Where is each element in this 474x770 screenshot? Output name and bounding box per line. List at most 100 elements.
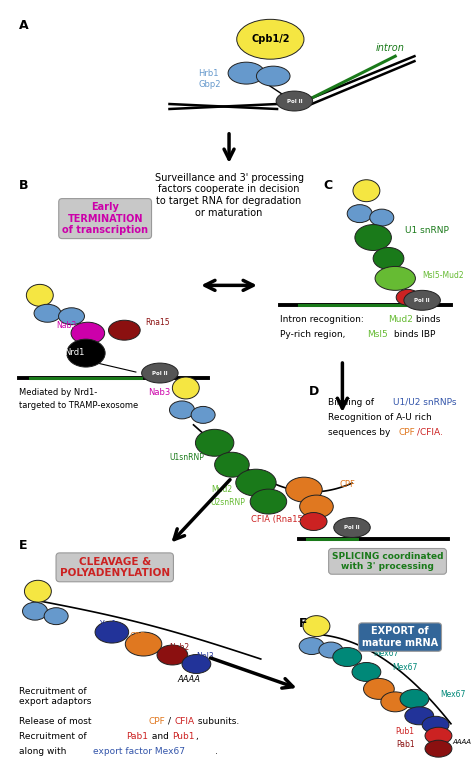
Ellipse shape <box>27 284 53 306</box>
Ellipse shape <box>228 62 264 84</box>
Ellipse shape <box>375 266 415 290</box>
Text: Intron recognition:: Intron recognition: <box>280 315 366 324</box>
Text: Pub1: Pub1 <box>395 727 414 736</box>
Ellipse shape <box>237 19 304 59</box>
Text: SPLICING coordinated
with 3' processing: SPLICING coordinated with 3' processing <box>332 551 443 571</box>
Text: and: and <box>149 732 172 741</box>
Ellipse shape <box>109 320 140 340</box>
Text: Pol II: Pol II <box>152 370 168 376</box>
Ellipse shape <box>250 489 287 514</box>
Text: /CFIA.: /CFIA. <box>417 428 443 437</box>
Text: Pol II: Pol II <box>414 298 430 303</box>
Ellipse shape <box>276 91 313 111</box>
Text: CPF: CPF <box>339 480 356 489</box>
Text: Mex67: Mex67 <box>440 691 466 699</box>
Text: Pab1: Pab1 <box>126 732 148 741</box>
Ellipse shape <box>300 513 327 531</box>
Text: Nab3: Nab3 <box>148 388 171 397</box>
Ellipse shape <box>355 225 392 250</box>
Text: Pub1: Pub1 <box>173 732 195 741</box>
Ellipse shape <box>157 645 188 665</box>
Ellipse shape <box>142 363 178 383</box>
Ellipse shape <box>286 477 322 502</box>
Text: Pol II: Pol II <box>287 99 302 103</box>
Ellipse shape <box>370 209 394 226</box>
Ellipse shape <box>381 692 410 711</box>
Ellipse shape <box>195 430 234 457</box>
Ellipse shape <box>373 247 404 270</box>
Text: Pol II: Pol II <box>344 525 360 530</box>
Text: /: / <box>168 717 171 726</box>
Text: Nab3: Nab3 <box>56 321 77 330</box>
Text: Mediated by Nrd1-: Mediated by Nrd1- <box>18 388 97 397</box>
Ellipse shape <box>125 632 162 656</box>
Ellipse shape <box>23 602 47 620</box>
Ellipse shape <box>34 304 61 322</box>
Text: B: B <box>18 179 28 192</box>
Text: AAAA: AAAA <box>177 675 200 684</box>
Ellipse shape <box>405 707 434 725</box>
Ellipse shape <box>25 581 51 602</box>
Text: intron: intron <box>376 43 405 53</box>
Text: .: . <box>215 747 218 755</box>
Text: Yra1: Yra1 <box>100 620 118 629</box>
Text: Recruitment of: Recruitment of <box>18 732 89 741</box>
Text: targeted to TRAMP-exosome: targeted to TRAMP-exosome <box>18 401 138 410</box>
Ellipse shape <box>364 678 394 699</box>
Text: AAAA: AAAA <box>453 738 472 745</box>
Ellipse shape <box>319 642 343 658</box>
Text: CPF: CPF <box>129 632 145 641</box>
Ellipse shape <box>236 469 276 496</box>
Ellipse shape <box>303 616 330 637</box>
Text: CFIA (Rna15): CFIA (Rna15) <box>251 515 306 524</box>
Text: Rna15: Rna15 <box>146 318 170 326</box>
Text: CPF: CPF <box>148 717 165 726</box>
Ellipse shape <box>182 654 211 674</box>
Ellipse shape <box>173 377 199 399</box>
Ellipse shape <box>425 727 452 744</box>
Text: Release of most: Release of most <box>18 717 94 726</box>
Text: Recruitment of
export adaptors: Recruitment of export adaptors <box>18 687 91 706</box>
Text: Npl3: Npl3 <box>196 652 214 661</box>
Ellipse shape <box>334 517 370 537</box>
Text: Early
TERMINATION
of transcription: Early TERMINATION of transcription <box>62 202 148 235</box>
Text: A: A <box>18 19 28 32</box>
Text: E: E <box>18 540 27 552</box>
Text: EXPORT of
mature mRNA: EXPORT of mature mRNA <box>362 626 438 648</box>
Text: U1/U2 snRNPs: U1/U2 snRNPs <box>393 398 457 407</box>
Ellipse shape <box>300 495 333 518</box>
Text: CPF: CPF <box>398 428 415 437</box>
Text: sequences by: sequences by <box>328 428 393 437</box>
Ellipse shape <box>347 205 372 223</box>
Text: D: D <box>309 385 319 398</box>
Ellipse shape <box>333 648 362 667</box>
Ellipse shape <box>299 638 324 654</box>
Ellipse shape <box>422 716 449 733</box>
Ellipse shape <box>425 740 452 757</box>
Text: Recognition of A-U rich: Recognition of A-U rich <box>328 413 432 422</box>
Text: Surveillance and 3' processing
factors cooperate in decision
to target RNA for d: Surveillance and 3' processing factors c… <box>155 172 303 218</box>
Ellipse shape <box>95 621 128 643</box>
Text: binds: binds <box>412 315 440 324</box>
Ellipse shape <box>215 452 249 477</box>
Ellipse shape <box>353 179 380 202</box>
Text: F: F <box>299 618 308 630</box>
Ellipse shape <box>404 290 440 310</box>
Text: C: C <box>323 179 332 192</box>
Text: Mud2: Mud2 <box>211 485 232 494</box>
Ellipse shape <box>170 401 194 419</box>
Text: Nrd1: Nrd1 <box>64 347 84 357</box>
Text: CLEAVAGE &
POLYADENYLATION: CLEAVAGE & POLYADENYLATION <box>60 557 170 578</box>
Text: subunits.: subunits. <box>195 717 240 726</box>
Text: CFIA: CFIA <box>174 717 194 726</box>
Text: U2snRNP: U2snRNP <box>211 498 246 507</box>
Text: U1snRNP: U1snRNP <box>170 454 204 462</box>
Text: Nab2: Nab2 <box>170 643 190 652</box>
Ellipse shape <box>67 339 105 367</box>
Ellipse shape <box>71 322 105 344</box>
Text: along with: along with <box>18 747 69 755</box>
Text: Msl5: Msl5 <box>367 330 388 340</box>
Text: binds IBP: binds IBP <box>392 330 436 340</box>
Text: Mex67: Mex67 <box>392 664 418 672</box>
Ellipse shape <box>352 662 381 681</box>
